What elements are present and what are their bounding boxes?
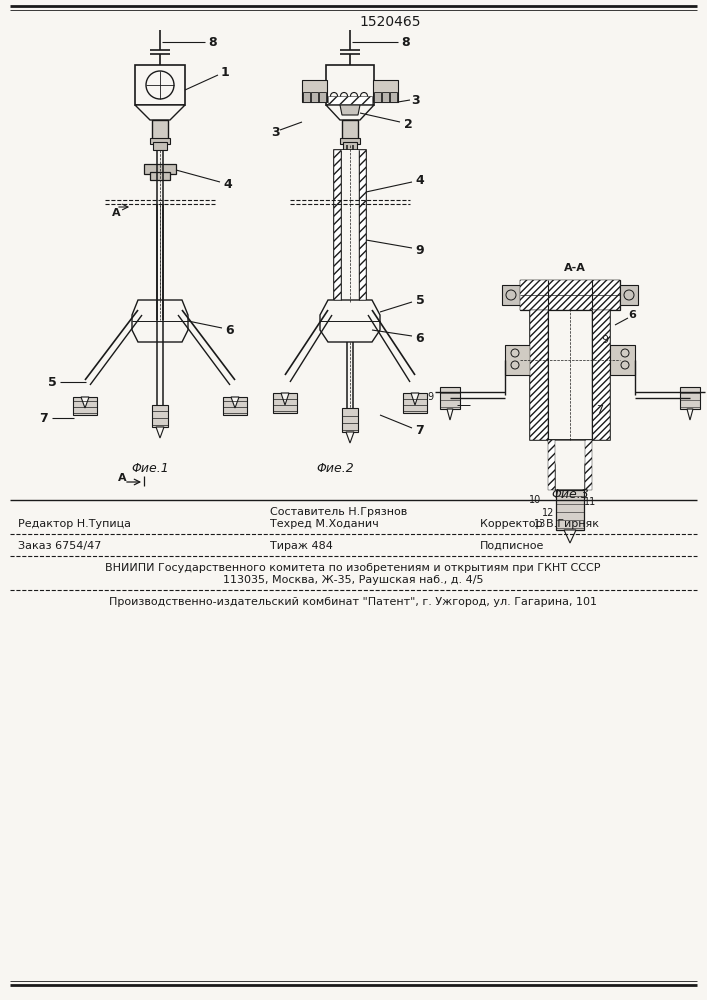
Text: 4: 4 [416,174,424,186]
Bar [328,96,372,104]
Text: 3: 3 [411,94,419,106]
Text: 8: 8 [209,35,217,48]
Bar [319,92,326,102]
Text: 9: 9 [427,392,433,402]
Text: Корректор В.Гирняк: Корректор В.Гирняк [480,519,599,529]
Bar [440,387,460,409]
Polygon shape [326,105,374,120]
Text: 9: 9 [602,335,609,345]
Text: Φие.2: Φие.2 [316,462,354,475]
Bar [343,142,357,150]
Bar [556,490,584,530]
Text: Подписное: Подписное [480,541,544,551]
Bar [585,440,592,490]
Bar [150,172,170,180]
Bar [73,397,97,415]
Bar [359,150,366,300]
Text: A-A: A-A [564,263,586,273]
Text: 5: 5 [47,375,57,388]
Text: 3: 3 [271,125,279,138]
Text: 12: 12 [542,508,554,518]
Bar [403,393,427,413]
Bar [273,393,297,413]
Text: Производственно-издательский комбинат "Патент", г. Ужгород, ул. Гагарина, 101: Производственно-издательский комбинат "П… [109,597,597,607]
Bar [334,150,341,300]
Bar [520,280,620,310]
Polygon shape [340,105,360,115]
Text: 7: 7 [597,405,604,415]
Bar [302,80,327,102]
Bar [520,280,620,310]
Bar [152,120,168,140]
Text: А: А [117,473,127,483]
Polygon shape [281,393,289,405]
Text: А: А [112,208,120,218]
Bar [592,310,610,440]
Polygon shape [548,440,592,490]
Polygon shape [132,300,188,342]
Text: Редактор Н.Тупица: Редактор Н.Тупица [18,519,131,529]
Text: 5: 5 [416,294,424,306]
Bar [303,92,310,102]
Polygon shape [320,300,380,342]
Text: ВНИИПИ Государственного комитета по изобретениям и открытиям при ГКНТ СССР: ВНИИПИ Государственного комитета по изоб… [105,563,601,573]
Polygon shape [687,409,693,420]
Text: Составитель Н.Грязнов: Составитель Н.Грязнов [270,507,407,517]
Text: Φие.3: Φие.3 [551,488,589,502]
Polygon shape [346,432,354,443]
Bar [150,138,170,144]
Text: 8: 8 [402,35,410,48]
Text: Тираж 484: Тираж 484 [270,541,333,551]
Text: 2: 2 [404,117,412,130]
Text: 1: 1 [221,66,229,80]
Text: 1520465: 1520465 [359,15,421,29]
Bar [620,285,638,305]
Bar [152,405,168,427]
Polygon shape [156,427,164,438]
Polygon shape [411,393,419,405]
Polygon shape [135,105,185,120]
Bar [382,92,389,102]
Bar [530,310,548,440]
Bar [610,345,635,375]
Bar [548,440,555,490]
Bar [223,397,247,415]
Bar [373,80,398,102]
Text: 4: 4 [223,178,233,190]
Text: 7: 7 [40,412,48,424]
Bar [340,138,360,144]
Bar [311,92,318,102]
Text: 13: 13 [534,519,546,529]
Text: Техред М.Ходанич: Техред М.Ходанич [270,519,379,529]
Bar [153,142,167,150]
Polygon shape [564,530,576,543]
Bar [326,65,374,105]
Text: 6: 6 [226,324,234,336]
Text: Заказ 6754/47: Заказ 6754/47 [18,541,101,551]
Bar [374,92,381,102]
Text: 6: 6 [628,310,636,320]
Text: 9: 9 [416,243,424,256]
Bar [341,150,359,300]
Text: 11: 11 [584,497,596,507]
Text: 7: 7 [416,424,424,436]
Text: 6: 6 [416,332,424,344]
Bar [680,387,700,409]
Bar [505,345,530,375]
Bar [502,285,520,305]
Bar [334,150,366,300]
Bar [390,92,397,102]
Bar [342,120,358,140]
Polygon shape [447,409,453,420]
Bar [342,408,358,432]
Text: Φие.1: Φие.1 [131,462,169,475]
Bar [144,164,176,174]
Polygon shape [231,397,239,408]
Polygon shape [81,397,89,408]
Text: 113035, Москва, Ж-35, Раушская наб., д. 4/5: 113035, Москва, Ж-35, Раушская наб., д. … [223,575,484,585]
Bar [530,310,610,440]
Bar [135,65,185,105]
Text: 10: 10 [529,495,541,505]
